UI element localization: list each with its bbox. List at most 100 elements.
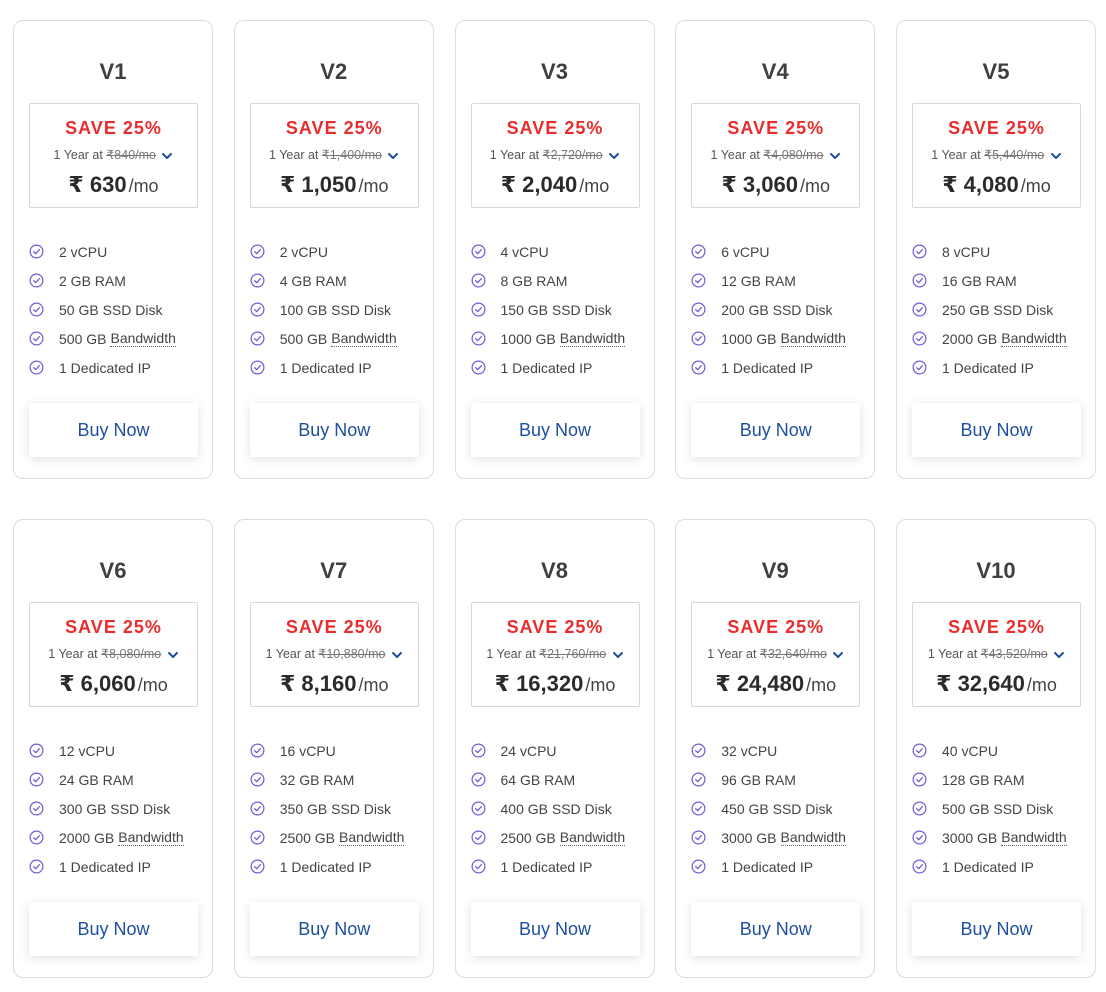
original-price: ₹43,520/mo	[981, 647, 1048, 661]
feature-ram: 12 GB RAM	[691, 266, 864, 295]
feature-list: 24 vCPU 64 GB RAM 400 GB SSD Disk 2500 G…	[471, 736, 644, 881]
buy-now-button[interactable]: Buy Now	[249, 902, 419, 956]
bandwidth-tooltip-trigger[interactable]: Bandwidth	[1001, 330, 1067, 347]
chevron-down-icon[interactable]	[1050, 151, 1062, 161]
feature-ip: 1 Dedicated IP	[29, 353, 202, 382]
price-unit: /mo	[358, 675, 389, 695]
original-price-value: 5,440/mo	[992, 148, 1045, 162]
billing-term-select[interactable]: 1 Year at ₹8,080/mo	[30, 646, 197, 662]
bandwidth-tooltip-trigger[interactable]: Bandwidth	[559, 330, 626, 347]
check-circle-icon	[250, 302, 265, 317]
plan-card-v1: V1 SAVE 25% 1 Year at ₹840/mo ₹ 630/mo 2…	[13, 20, 213, 479]
bandwidth-tooltip-trigger[interactable]: Bandwidth	[559, 829, 626, 846]
feature-label: 64 GB RAM	[500, 771, 576, 788]
check-circle-icon	[691, 331, 706, 346]
billing-term-select[interactable]: 1 Year at ₹32,640/mo	[692, 646, 859, 662]
currency-symbol: ₹	[318, 647, 327, 661]
price-amount: ₹ 16,320	[495, 671, 584, 696]
billing-term-select[interactable]: 1 Year at ₹5,440/mo	[913, 147, 1080, 163]
check-circle-icon	[912, 830, 927, 845]
feature-label: 1 Dedicated IP	[59, 359, 151, 376]
feature-bandwidth: 2500 GB Bandwidth	[471, 823, 644, 852]
check-circle-icon	[29, 772, 44, 787]
chevron-down-icon[interactable]	[1053, 650, 1065, 660]
check-circle-icon	[691, 360, 706, 375]
billing-term-select[interactable]: 1 Year at ₹1,400/mo	[251, 147, 418, 163]
feature-list: 16 vCPU 32 GB RAM 350 GB SSD Disk 2500 G…	[250, 736, 423, 881]
chevron-down-icon[interactable]	[832, 650, 844, 660]
price-unit: /mo	[1020, 176, 1051, 196]
bandwidth-tooltip-trigger[interactable]: Bandwidth	[339, 829, 405, 846]
buy-now-button[interactable]: Buy Now	[912, 403, 1081, 457]
check-circle-icon	[29, 302, 44, 317]
feature-ip: 1 Dedicated IP	[691, 852, 864, 881]
save-badge: SAVE 25%	[948, 118, 1045, 138]
chevron-down-icon[interactable]	[167, 650, 179, 660]
bandwidth-tooltip-trigger[interactable]: Bandwidth	[331, 330, 397, 347]
chevron-down-icon[interactable]	[829, 151, 841, 161]
buy-now-button[interactable]: Buy Now	[249, 403, 419, 457]
feature-bandwidth: 500 GB Bandwidth	[29, 324, 202, 353]
billing-term-select[interactable]: 1 Year at ₹2,720/mo	[472, 147, 639, 163]
save-badge: SAVE 25%	[65, 118, 162, 138]
bandwidth-tooltip-trigger[interactable]: Bandwidth	[118, 829, 184, 846]
check-circle-icon	[250, 772, 265, 787]
price-value: 16,320	[516, 671, 584, 696]
feature-label: 24 GB RAM	[59, 771, 134, 788]
pricing-grid: V1 SAVE 25% 1 Year at ₹840/mo ₹ 630/mo 2…	[13, 20, 1096, 978]
original-price: ₹8,080/mo	[101, 647, 161, 661]
chevron-down-icon[interactable]	[161, 151, 173, 161]
check-circle-icon	[29, 273, 44, 288]
bandwidth-tooltip-trigger[interactable]: Bandwidth	[110, 330, 176, 347]
buy-now-button[interactable]: Buy Now	[691, 403, 861, 457]
chevron-down-icon[interactable]	[387, 151, 399, 161]
price-box: SAVE 25% 1 Year at ₹43,520/mo ₹ 32,640/m…	[912, 602, 1081, 707]
buy-now-button[interactable]: Buy Now	[29, 902, 198, 956]
bandwidth-tooltip-trigger[interactable]: Bandwidth	[780, 330, 846, 347]
billing-term-select[interactable]: 1 Year at ₹43,520/mo	[913, 646, 1080, 662]
currency-symbol: ₹	[500, 172, 517, 197]
discounted-price: ₹ 4,080/mo	[913, 172, 1080, 201]
price-unit: /mo	[137, 675, 168, 695]
currency-symbol: ₹	[542, 148, 551, 162]
feature-vcpu: 12 vCPU	[29, 736, 202, 765]
chevron-down-icon[interactable]	[608, 151, 620, 161]
billing-term-select[interactable]: 1 Year at ₹4,080/mo	[692, 147, 859, 163]
check-circle-icon	[250, 360, 265, 375]
feature-label: 1 Dedicated IP	[942, 359, 1034, 376]
price-box: SAVE 25% 1 Year at ₹2,720/mo ₹ 2,040/mo	[470, 103, 640, 208]
currency-symbol: ₹	[59, 671, 75, 696]
billing-term-select[interactable]: 1 Year at ₹21,760/mo	[472, 646, 639, 662]
buy-now-button[interactable]: Buy Now	[29, 403, 198, 457]
buy-now-button[interactable]: Buy Now	[470, 403, 640, 457]
plan-name: V3	[541, 59, 568, 84]
chevron-down-icon[interactable]	[612, 650, 624, 660]
feature-ip: 1 Dedicated IP	[691, 353, 864, 382]
feature-disk: 300 GB SSD Disk	[29, 794, 202, 823]
price-value: 8,160	[301, 671, 357, 696]
feature-bandwidth: 2500 GB Bandwidth	[250, 823, 423, 852]
feature-disk: 500 GB SSD Disk	[912, 794, 1085, 823]
feature-vcpu: 24 vCPU	[471, 736, 644, 765]
price-value: 3,060	[742, 172, 798, 197]
buy-now-button[interactable]: Buy Now	[912, 902, 1081, 956]
term-label: 1 Year at	[48, 647, 98, 661]
bandwidth-tooltip-trigger[interactable]: Bandwidth	[780, 829, 846, 846]
plan-name: V4	[761, 59, 789, 84]
billing-term-select[interactable]: 1 Year at ₹10,880/mo	[251, 646, 418, 662]
currency-symbol: ₹	[68, 172, 84, 197]
check-circle-icon	[471, 244, 485, 259]
buy-now-button[interactable]: Buy Now	[691, 902, 861, 956]
check-circle-icon	[471, 801, 485, 816]
buy-now-button[interactable]: Buy Now	[470, 902, 640, 956]
original-price: ₹5,440/mo	[984, 148, 1044, 162]
feature-vcpu: 32 vCPU	[691, 736, 864, 765]
feature-label: 450 GB SSD Disk	[721, 800, 833, 817]
plan-card-v9: V9 SAVE 25% 1 Year at ₹32,640/mo ₹ 24,48…	[675, 519, 876, 978]
bandwidth-tooltip-trigger[interactable]: Bandwidth	[1001, 829, 1067, 846]
feature-label: 2 vCPU	[59, 243, 108, 260]
feature-label: 3000 GB	[721, 829, 777, 846]
billing-term-select[interactable]: 1 Year at ₹840/mo	[30, 147, 197, 163]
feature-list: 12 vCPU 24 GB RAM 300 GB SSD Disk 2000 G…	[29, 736, 202, 881]
chevron-down-icon[interactable]	[391, 650, 403, 660]
